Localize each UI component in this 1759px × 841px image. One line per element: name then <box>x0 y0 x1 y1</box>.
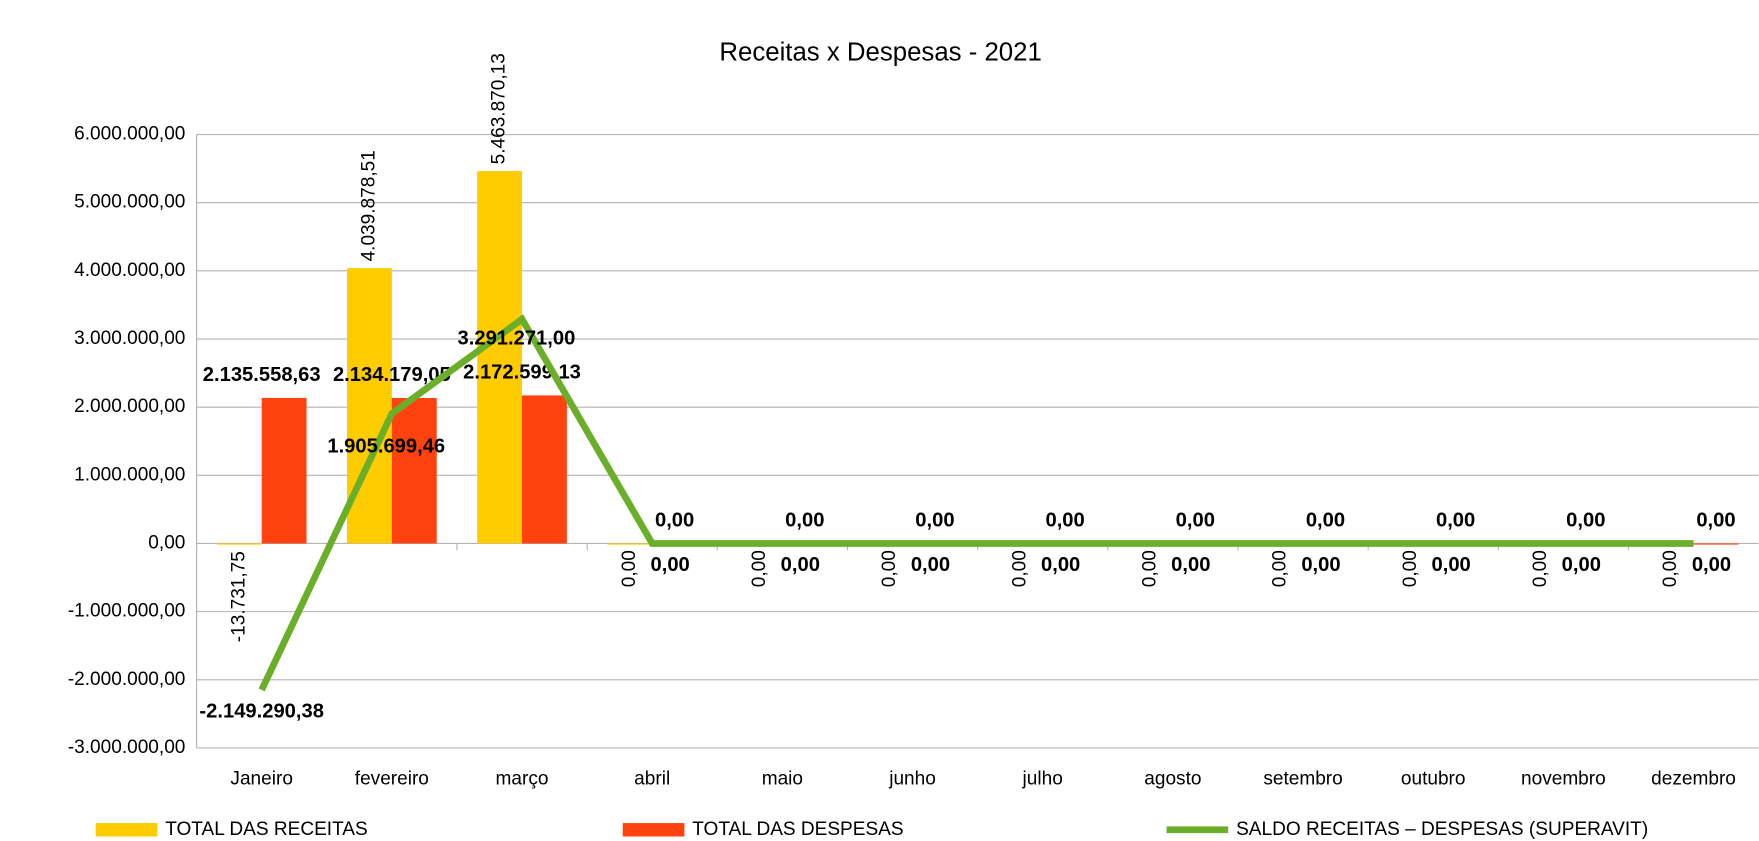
y-tick-label: -3.000.000,00 <box>68 737 186 758</box>
value-label: 0,00 <box>1009 550 1030 587</box>
value-label: 0,00 <box>785 509 824 531</box>
y-tick-label: 6.000.000,00 <box>74 124 185 145</box>
value-label: 0,00 <box>1306 509 1345 531</box>
value-label: 5.463.870,13 <box>489 53 510 164</box>
x-tick-label: setembro <box>1263 768 1342 789</box>
x-tick-label: junho <box>888 768 936 789</box>
value-label: 0,00 <box>1432 554 1471 576</box>
y-tick-label: -1.000.000,00 <box>68 601 186 622</box>
value-label: 0,00 <box>1171 554 1210 576</box>
value-label: 0,00 <box>1692 554 1731 576</box>
value-label: 2.135.558,63 <box>203 364 321 386</box>
legend-label: TOTAL DAS DESPESAS <box>692 819 903 840</box>
chart-title: Receitas x Despesas - 2021 <box>719 39 1041 67</box>
x-tick-label: abril <box>634 768 670 789</box>
legend-swatch <box>622 823 685 837</box>
value-label: 0,00 <box>1530 550 1551 587</box>
value-label: 0,00 <box>1566 509 1605 531</box>
bar <box>1693 543 1739 545</box>
x-tick-label: julho <box>1022 768 1063 789</box>
value-label: 0,00 <box>1562 554 1601 576</box>
legend-swatch <box>95 823 158 837</box>
value-label: 0,00 <box>1041 554 1080 576</box>
value-label: 0,00 <box>1301 554 1340 576</box>
y-tick-label: 3.000.000,00 <box>74 328 185 349</box>
bar <box>391 398 437 544</box>
value-label: 0,00 <box>879 550 900 587</box>
legend-label: TOTAL DAS RECEITAS <box>165 819 368 840</box>
x-tick-label: março <box>496 768 549 789</box>
bar <box>522 395 567 544</box>
bar <box>261 397 307 544</box>
value-label: 0,00 <box>1045 509 1084 531</box>
line <box>258 314 1694 692</box>
value-label: 0,00 <box>1139 550 1160 587</box>
legend-label: SALDO RECEITAS – DESPESAS (SUPERAVIT) <box>1236 819 1648 840</box>
value-label: 3.291.271,00 <box>458 328 576 350</box>
y-tick-label: -2.000.000,00 <box>68 669 186 690</box>
y-tick-label: 5.000.000,00 <box>74 192 185 213</box>
y-tick-label: 1.000.000,00 <box>74 464 185 485</box>
value-label: 0,00 <box>1176 509 1215 531</box>
value-label: 1.905.699,46 <box>327 436 445 458</box>
value-label: 0,00 <box>1660 550 1681 587</box>
value-label: 0,00 <box>781 554 820 576</box>
x-tick-label: fevereiro <box>355 768 429 789</box>
x-tick-label: novembro <box>1521 768 1606 789</box>
value-label: 4.039.878,51 <box>358 150 379 261</box>
bar <box>216 543 262 545</box>
value-label: 0,00 <box>749 550 770 587</box>
x-tick-label: dezembro <box>1651 768 1736 789</box>
y-tick-label: 4.000.000,00 <box>74 260 185 281</box>
x-tick-label: Janeiro <box>230 768 292 789</box>
value-label: 0,00 <box>1270 550 1291 587</box>
value-label: 0,00 <box>1436 509 1475 531</box>
value-label: 2.172.599,13 <box>463 361 581 383</box>
x-tick-label: maio <box>762 768 803 789</box>
bar <box>477 171 523 544</box>
y-tick-label: 0,00 <box>148 533 185 554</box>
x-tick-label: outubro <box>1401 768 1466 789</box>
value-label: 0,00 <box>915 509 954 531</box>
value-label: 0,00 <box>1696 509 1735 531</box>
value-label: -13.731,75 <box>228 551 249 642</box>
y-tick-label: 2.000.000,00 <box>74 396 185 417</box>
x-tick-label: agosto <box>1144 768 1201 789</box>
value-label: 0,00 <box>619 550 640 587</box>
bar <box>607 543 653 545</box>
value-label: 2.134.179,05 <box>333 364 451 386</box>
value-label: 0,00 <box>655 509 694 531</box>
value-label: 0,00 <box>911 554 950 576</box>
value-label: 0,00 <box>651 554 690 576</box>
value-label: -2.149.290,38 <box>199 701 324 723</box>
value-label: 0,00 <box>1400 550 1421 587</box>
